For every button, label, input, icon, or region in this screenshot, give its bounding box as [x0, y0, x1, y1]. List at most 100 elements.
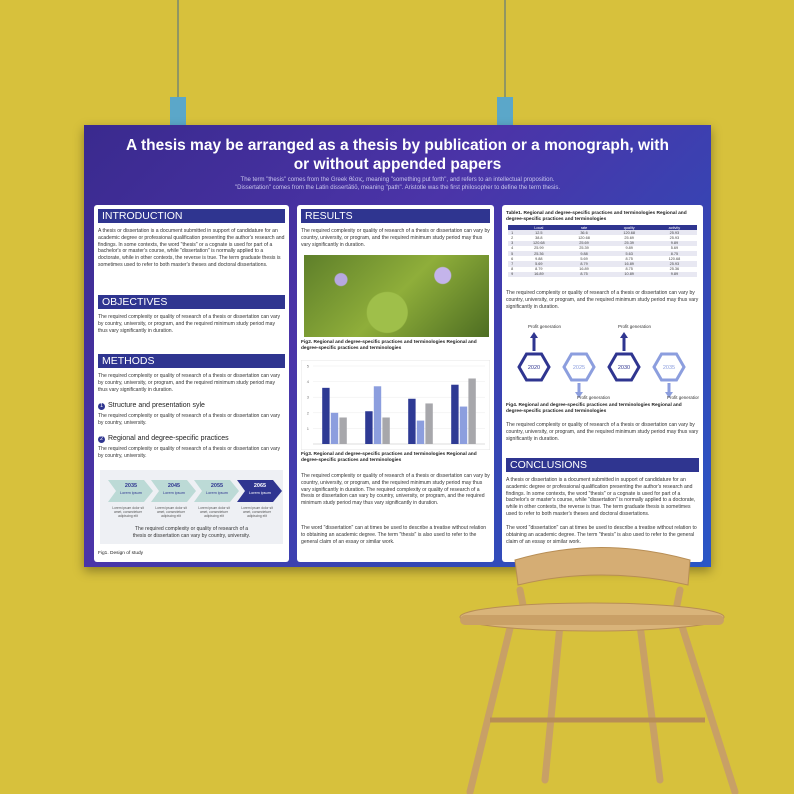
year: 2065 [253, 483, 267, 489]
arrow-shape [151, 480, 196, 502]
table-cell: 25.99 [534, 246, 544, 251]
table-cell: 25.93 [651, 261, 697, 267]
table-cell: 2 [511, 235, 514, 240]
table-row: 8 8.79 16.89 8.75 25.36 [508, 267, 697, 272]
subtitle: The term "thesis" comes from the Greek θ… [240, 177, 555, 183]
steps-diagram: 2020 Profit generation 2025 Profit generati… [517, 324, 699, 400]
step-year: 2020 [528, 365, 540, 371]
table-row: 1 12.5 36.6 120.68 25.93 [508, 230, 697, 236]
bar [322, 387, 330, 444]
label: Lorem ipsum [249, 491, 271, 495]
arrow [237, 480, 282, 502]
table-cell: 5.63 [606, 250, 652, 257]
table-header-cell: activity [651, 225, 697, 231]
table-cell: 1 [508, 230, 517, 236]
caption: Fig1. Design of study [98, 551, 144, 556]
bar [468, 378, 476, 444]
table-row: 4 25.99 25.39 9.89 5.69 [508, 246, 697, 251]
caption: Fig4. Regional and degree-specific pract… [506, 403, 682, 414]
table-cell: 8.75 [625, 267, 633, 272]
hanging-strings [170, 0, 513, 129]
text: The word "dissertation" can at times be … [506, 525, 697, 545]
step-text: Lorem ipsum dolor sit amet, consectetuer… [155, 506, 187, 519]
table-cell: 25.39 [606, 240, 652, 246]
bar [330, 412, 339, 444]
timeline-box: The required complexity or quality of re… [100, 470, 283, 544]
subtitle: "Dissertation" comes from the Latin diss… [234, 185, 560, 191]
right-panel: Table1. Regional and degree-specific pra… [502, 205, 703, 562]
arrow-shape [237, 480, 282, 502]
label: Lorem ipsum [120, 491, 142, 495]
y-tick-label: 1 [307, 426, 310, 431]
table-cell: 9.89 [625, 246, 633, 251]
y-tick-label: 5 [307, 364, 310, 369]
subheading: 1 Structure and presentation syle [98, 402, 285, 410]
table-header-cell: quality [606, 225, 652, 231]
hexagon [652, 352, 686, 382]
table-cell: 16.89 [516, 271, 562, 277]
table-header-cell: Local [516, 225, 562, 231]
bar [416, 420, 425, 444]
table-row: 5 25.36 9.88 5.63 8.75 [508, 250, 697, 257]
table-cell: 12.5 [516, 230, 562, 236]
text: The required complexity or quality of re… [98, 373, 281, 393]
arrow [151, 480, 196, 502]
table-cell: 8.79 [561, 261, 607, 267]
arrow-head [665, 392, 673, 398]
table-row: 7 5.69 8.79 16.89 25.93 [508, 261, 697, 267]
bar [451, 384, 459, 444]
bar [365, 411, 373, 444]
bar [408, 398, 416, 444]
table-cell: 8.75 [651, 250, 697, 257]
table-cell: 8.75 [561, 271, 607, 277]
subheading-text: Structure and presentation syle [108, 402, 205, 409]
text: The required complexity or quality of re… [506, 290, 699, 310]
year: 2045 [167, 483, 181, 489]
text: The required complexity or quality of re… [98, 446, 281, 459]
table-cell: 9.89 [651, 240, 697, 246]
year: 2035 [124, 483, 138, 489]
arrow-head [620, 332, 628, 338]
text: The required complexity or quality of re… [506, 422, 699, 442]
table-cell: 25.69 [624, 235, 634, 240]
caption: Fig3. Regional and degree-specific pract… [301, 452, 477, 463]
bar [382, 417, 390, 444]
table-cell: 120.68 [516, 240, 562, 246]
text: The required complexity or quality of re… [301, 473, 490, 507]
text: The required complexity or quality of re… [301, 228, 490, 248]
table-cell: 9.89 [651, 271, 697, 277]
step-label: Profit generation [667, 395, 699, 400]
table-wrap: Local rate quality activity 1 12.5 36.6 120.68 2… [508, 225, 697, 277]
hexagon [607, 352, 641, 382]
number: 2 [98, 436, 105, 443]
heading: CONCLUSIONS [506, 458, 699, 472]
middle-panel: RESULTS The required complexity or quali… [297, 205, 494, 562]
step-text: Lorem ipsum dolor sit amet, consectetuer… [241, 506, 273, 519]
text: The word "dissertation" can at times be … [301, 525, 487, 545]
table-header-row: Local rate quality activity [508, 225, 697, 231]
poster: A thesis may be arranged as a thesis by … [84, 125, 711, 567]
arrow-head [575, 392, 583, 398]
text: The required complexity or quality of re… [98, 314, 281, 334]
heading: RESULTS [301, 209, 490, 223]
table-cell: 25.36 [669, 267, 680, 272]
arrow [194, 480, 239, 502]
table-cell: 25.93 [651, 230, 697, 236]
table-cell: 25.93 [669, 235, 680, 240]
step-year: 2035 [663, 365, 675, 371]
table-cell: 16.89 [579, 267, 589, 272]
photo [304, 255, 489, 337]
arrow-shape [194, 480, 239, 502]
table-cell: 38.8 [535, 235, 543, 240]
step-text: Lorem ipsum dolor sit amet, consectetuer… [198, 506, 230, 519]
data-table: Local rate quality activity 1 12.5 36.6 120.68 2… [508, 225, 697, 277]
table-cell: 5.69 [516, 261, 562, 267]
table-cell: 25.39 [579, 246, 589, 251]
heading: METHODS [98, 354, 285, 368]
y-tick-label: 3 [307, 395, 310, 400]
note: The required complexity or quality of re… [132, 526, 251, 539]
table-cell: 5.69 [580, 256, 588, 261]
bar [425, 403, 433, 444]
label: Lorem ipsum [163, 491, 185, 495]
table-cell: 5.69 [670, 246, 679, 251]
